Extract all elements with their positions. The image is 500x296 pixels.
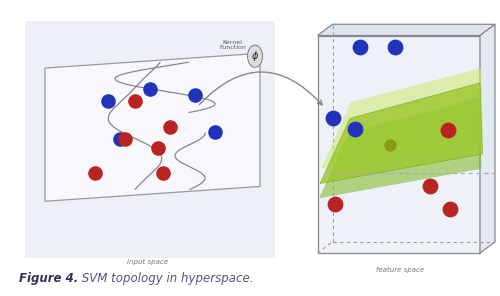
Polygon shape [319,98,482,198]
Polygon shape [318,24,495,36]
Point [426,184,434,189]
Point [154,146,162,150]
Polygon shape [318,36,480,253]
Point [328,116,336,121]
Text: Kernel
Function: Kernel Function [219,40,246,50]
Polygon shape [45,53,260,201]
Point [356,45,364,50]
Text: feature space: feature space [376,267,424,273]
Ellipse shape [248,45,262,67]
Point [331,202,339,207]
Point [158,171,166,176]
Polygon shape [25,21,275,258]
Point [446,206,454,211]
Point [351,126,359,131]
Point [191,92,199,97]
Point [104,98,112,103]
Point [386,143,394,147]
Polygon shape [321,68,484,169]
Point [116,137,124,141]
Text: input space: input space [127,259,168,265]
Point [146,86,154,91]
Text: $\phi$: $\phi$ [251,49,259,63]
Text: SVM topology in hyperspace.: SVM topology in hyperspace. [78,272,253,285]
Point [131,98,139,103]
Point [444,128,452,133]
Polygon shape [320,83,482,184]
FancyArrowPatch shape [200,72,322,105]
Point [391,45,399,50]
Text: Figure 4.: Figure 4. [19,272,78,285]
Polygon shape [480,24,495,253]
Point [166,125,174,130]
Point [121,137,129,141]
Point [211,129,219,134]
Point [91,171,99,176]
